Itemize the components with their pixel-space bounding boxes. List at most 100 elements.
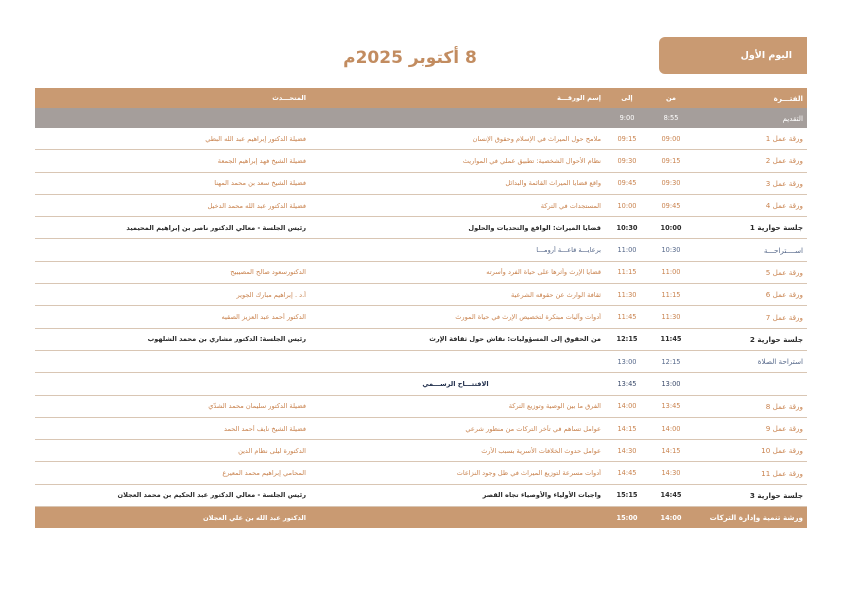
from-cell: 09:00: [661, 134, 681, 143]
session-cell: ورقة عمل 11: [761, 468, 803, 478]
table-row-opening: 13:00 13:45 الافتتـــاح الرســـمي: [35, 373, 807, 396]
speaker-cell: فضيلة الدكتور سليمان محمد الشدّي: [208, 402, 306, 411]
table-row-intro: التقديم 8:55 9:00: [35, 108, 807, 128]
header-speaker: المتحـــدث: [272, 94, 306, 102]
paper-cell: نظام الأحوال الشخصية: تطبيق عملي في المو…: [462, 156, 601, 165]
to-cell: 10:30: [616, 223, 638, 232]
from-cell: 10:00: [660, 223, 682, 232]
paper-cell: واقع قضايا الميراث القائمة والبدائل: [505, 179, 601, 188]
session-cell: ورقة عمل 1: [765, 134, 803, 144]
paper-cell: عوامل حدوث الخلافات الأسرية بسبب الأرث: [481, 446, 601, 455]
header-from: من: [665, 94, 677, 102]
session-cell: ورقة عمل 6: [765, 290, 803, 300]
session-cell: ورقة عمل 8: [765, 401, 803, 411]
session-cell: استراحة الصلاة: [757, 357, 803, 367]
paper-cell: الافتتـــاح الرســـمي: [422, 379, 489, 388]
from-cell: 09:30: [661, 179, 681, 188]
table-row-panel: جلسة حوارية 1 10:00 10:30 قضايا الميراث:…: [35, 217, 807, 240]
from-cell: 13:00: [661, 379, 681, 388]
speaker-cell: فضيلة الدكتور عبد الله محمد الدخيل: [207, 201, 306, 210]
speaker-cell: رئيس الجلسة - معالي الدكتور عبد الحكيم ب…: [117, 491, 306, 500]
table-row: ورقة عمل 4 09:45 10:00 المستجدات في التر…: [35, 195, 807, 218]
paper-cell: عوامل تساهم في تأخر التركات من منظور شرع…: [465, 424, 601, 433]
table-row: ورقة عمل 11 14:30 14:45 أدوات مسرعة لتوز…: [35, 462, 807, 485]
to-cell: 11:30: [617, 290, 637, 299]
page-title: 8 أكتوبر 2025م: [343, 48, 477, 68]
from-cell: 10:30: [661, 246, 681, 255]
speaker-cell: فضيلة الشيخ سعد بن محمد المهنا: [214, 179, 306, 188]
session-cell: جلسة حوارية 1: [749, 223, 803, 233]
paper-cell: ملامح حول الميراث في الإسلام وحقوق الإنس…: [472, 134, 602, 143]
schedule-table: الفتـــرة من إلى إسم الورقـــة المتحـــد…: [35, 88, 807, 529]
paper-cell: المستجدات في التركة: [540, 201, 601, 210]
to-cell: 9:00: [619, 114, 635, 122]
table-row: ورقة عمل 10 14:15 14:30 عوامل حدوث الخلا…: [35, 440, 807, 463]
table-row: ورقة عمل 2 09:15 09:30 نظام الأحوال الشخ…: [35, 150, 807, 173]
to-cell: 12:15: [616, 335, 638, 344]
table-row: ورقة عمل 9 14:00 14:15 عوامل تساهم في تأ…: [35, 418, 807, 441]
speaker-cell: الدكتور عبد الله بن علي العجلان: [202, 513, 306, 522]
table-row-workshop: ورشة تنمية وإدارة التركات 14:00 15:00 ال…: [35, 507, 807, 529]
paper-cell: الفرق ما بين الوصية وتوزيع التركة: [508, 402, 601, 411]
table-row: ورقة عمل 6 11:15 11:30 ثقافة الوارث عن ح…: [35, 284, 807, 307]
to-cell: 15:15: [616, 491, 638, 500]
paper-cell: برعايـــة قاعـــة أرومـــا: [536, 246, 601, 255]
from-cell: 8:55: [663, 114, 679, 122]
day-tab: اليوم الأول: [659, 37, 807, 74]
speaker-cell: فضيلة الشيخ نايف أحمد الحمد: [224, 424, 306, 433]
from-cell: 14:15: [661, 446, 681, 455]
from-cell: 11:45: [660, 335, 682, 344]
day-label: اليوم الأول: [740, 50, 792, 61]
session-cell: ورقة عمل 7: [765, 312, 803, 322]
speaker-cell: الدكتور أحمد عبد العزيز الصقيه: [221, 313, 306, 322]
paper-cell: أدوات مسرعة لتوزيع الميراث في ظل وجود ال…: [456, 469, 601, 478]
from-cell: 12:15: [661, 357, 681, 366]
from-cell: 11:15: [661, 290, 681, 299]
speaker-cell: أ.د . إبراهيم مبارك الجوير: [236, 290, 306, 299]
speaker-cell: فضيلة الشيخ فهد إبراهيم الجمعة: [217, 156, 306, 165]
paper-cell: واجبات الأولياء والأوصياء تجاه القصر: [482, 491, 601, 500]
table-row: ورقة عمل 5 11:00 11:15 قضايا الإرث وأثره…: [35, 262, 807, 285]
to-cell: 11:00: [617, 246, 637, 255]
header-paper: إسم الورقـــة: [557, 94, 601, 102]
table-row-panel: جلسة حوارية 2 11:45 12:15 من الحقوق إلى …: [35, 329, 807, 351]
paper-cell: ثقافة الوارث عن حقوقه الشرعية: [510, 290, 601, 299]
from-cell: 14:30: [661, 469, 681, 478]
header-session: الفتـــرة: [773, 93, 803, 103]
from-cell: 14:00: [661, 424, 681, 433]
session-cell: جلسة حوارية 2: [749, 334, 803, 344]
paper-cell: قضايا الميراث: الواقع والتحديات والحلول: [468, 223, 601, 232]
session-cell: جلسة حوارية 3: [749, 490, 803, 500]
table-row: ورقة عمل 3 09:30 09:45 واقع قضايا الميرا…: [35, 173, 807, 195]
table-row-break: اســــتراحـــة 10:30 11:00 برعايـــة قاع…: [35, 239, 807, 262]
from-cell: 09:15: [661, 156, 681, 165]
session-cell: ورقة عمل 4: [765, 201, 803, 211]
from-cell: 11:30: [661, 313, 681, 322]
to-cell: 10:00: [617, 201, 637, 210]
paper-cell: من الحقوق إلى المسؤوليات: نقاش حول ثقافة…: [429, 335, 601, 344]
speaker-cell: الدكتورة ليلى نظام الدين: [238, 446, 306, 455]
to-cell: 14:45: [617, 469, 637, 478]
table-header: الفتـــرة من إلى إسم الورقـــة المتحـــد…: [35, 88, 807, 108]
to-cell: 15:00: [616, 513, 638, 522]
table-row-panel: جلسة حوارية 3 14:45 15:15 واجبات الأوليا…: [35, 485, 807, 508]
to-cell: 13:45: [617, 379, 637, 388]
session-cell: ورقة عمل 9: [765, 424, 803, 433]
speaker-cell: فضيلة الدكتور إبراهيم عبد الله البطي: [205, 134, 306, 143]
header-to: إلى: [621, 94, 633, 102]
from-cell: 11:00: [661, 268, 681, 277]
from-cell: 13:45: [661, 402, 681, 411]
to-cell: 09:15: [617, 134, 637, 143]
to-cell: 14:15: [617, 424, 637, 433]
from-cell: 09:45: [661, 201, 681, 210]
to-cell: 14:00: [617, 402, 637, 411]
paper-cell: قضايا الإرث وأثرها على حياة الفرد وأسرته: [486, 268, 601, 277]
session-cell: التقديم: [782, 113, 803, 123]
speaker-cell: المحامي إبراهيم محمد المعيرع: [222, 469, 306, 478]
session-cell: ورقة عمل 2: [765, 156, 803, 166]
speaker-cell: الدكتورسعود صالح المصيبيح: [230, 268, 306, 277]
to-cell: 14:30: [617, 446, 637, 455]
table-row: ورقة عمل 8 13:45 14:00 الفرق ما بين الوص…: [35, 396, 807, 418]
speaker-cell: رئيس الجلسة - معالي الدكتور ناصر بن إبرا…: [126, 223, 306, 232]
table-row: ورقة عمل 1 09:00 09:15 ملامح حول الميراث…: [35, 128, 807, 151]
